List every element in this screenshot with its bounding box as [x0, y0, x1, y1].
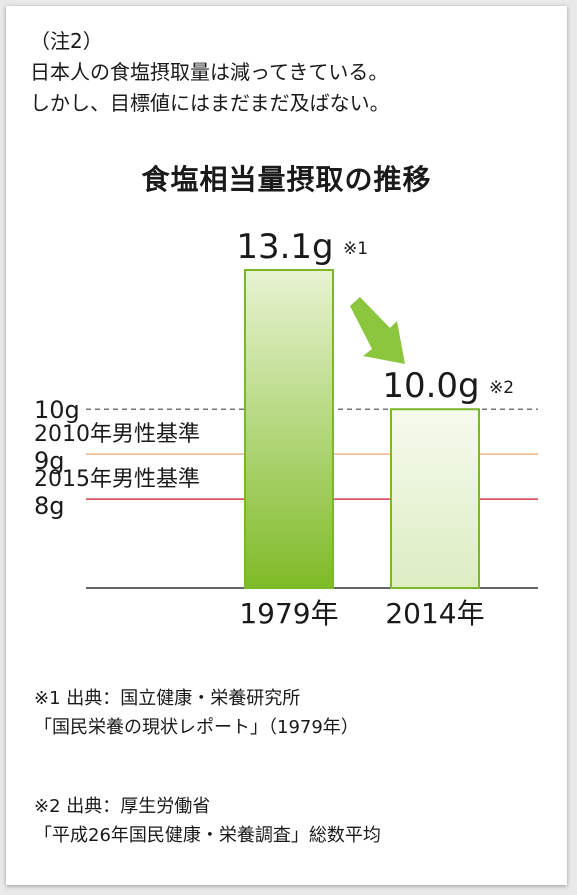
intro-note: （注2） 日本人の食塩摂取量は減ってきている。 しかし、目標値にはまだまだ及ばな… [30, 26, 390, 119]
reference-label-10g: 10g [34, 396, 80, 424]
note-line-1: 日本人の食塩摂取量は減ってきている。 [30, 60, 389, 84]
category-label-2014年: 2014年 [385, 597, 484, 630]
value-label-2014年: 10.0g [382, 366, 479, 406]
category-label-1979年: 1979年 [239, 597, 338, 630]
reference-label-8g-standard: 2015年男性基準 [34, 467, 200, 492]
info-card: （注2） 日本人の食塩摂取量は減ってきている。 しかし、目標値にはまだまだ及ばな… [6, 6, 567, 885]
reference-label-9g-value: 9g [34, 447, 65, 475]
value-label-1979年: 13.1g [236, 227, 333, 267]
note-line-2: しかし、目標値にはまだまだ及ばない。 [30, 91, 390, 115]
footnote-1: ※1 出典：国立健康・栄養研究所 「国民栄養の現状レポート」（1979年） [34, 684, 359, 742]
bar-1979年 [244, 269, 334, 589]
note-label: （注2） [30, 29, 103, 53]
decrease-arrow-icon [350, 297, 405, 364]
value-note-2014年: ※2 [489, 378, 514, 398]
footnote-2-title: 「平成26年国民健康・栄養調査」総数平均 [34, 825, 381, 846]
reference-label-9g-standard: 2010年男性基準 [34, 422, 200, 447]
footnote-2-source: ※2 出典：厚生労働省 [34, 796, 211, 817]
footnote-2: ※2 出典：厚生労働省 「平成26年国民健康・栄養調査」総数平均 [34, 792, 381, 850]
footnote-1-source: ※1 出典：国立健康・栄養研究所 [34, 688, 301, 709]
chart-title: 食塩相当量摂取の推移 [141, 163, 432, 196]
reference-label-8g-value: 8g [34, 492, 65, 520]
footnote-1-title: 「国民栄養の現状レポート」（1979年） [34, 717, 359, 738]
value-note-1979年: ※1 [343, 239, 368, 259]
bar-2014年 [390, 408, 480, 589]
